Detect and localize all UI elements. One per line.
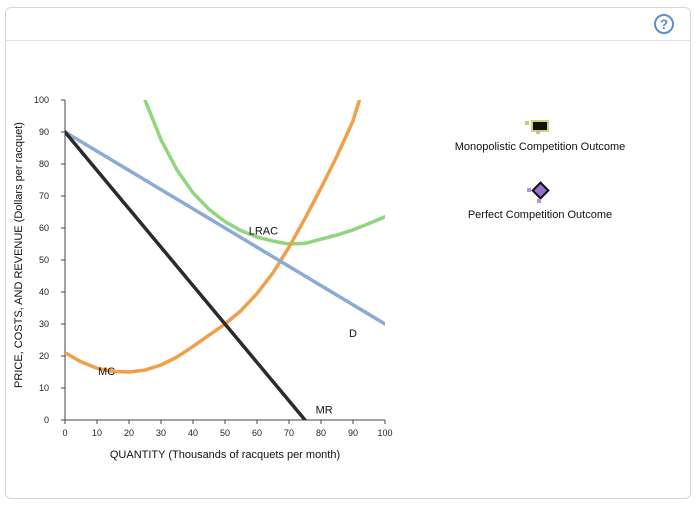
y-tick-label: 70: [39, 191, 49, 201]
y-tick-label: 80: [39, 159, 49, 169]
x-tick-label: 0: [62, 428, 67, 438]
perfect-competition-outcome-label: Perfect Competition Outcome: [467, 209, 613, 221]
y-tick-label: 10: [39, 383, 49, 393]
help-button[interactable]: ?: [654, 14, 674, 34]
x-tick-label: 70: [284, 428, 294, 438]
x-tick-label: 100: [377, 428, 392, 438]
series-line-d[interactable]: [65, 130, 385, 326]
panel-toolbar: ?: [6, 8, 690, 41]
x-tick-label: 30: [156, 428, 166, 438]
perfect-competition-outcome-tool[interactable]: Perfect Competition Outcome: [440, 181, 640, 221]
curve-label-lrac: LRAC: [249, 225, 278, 237]
x-axis-title: QUANTITY (Thousands of racquets per mont…: [110, 449, 340, 461]
x-tick-label: 20: [124, 428, 134, 438]
y-tick-label: 20: [39, 351, 49, 361]
x-tick-label: 80: [316, 428, 326, 438]
x-tick-label: 50: [220, 428, 230, 438]
monopolistic-outcome-label: Monopolistic Competition Outcome: [454, 141, 626, 153]
black-rectangle-point-icon[interactable]: [525, 115, 553, 135]
y-tick-label: 40: [39, 287, 49, 297]
curve-label-d: D: [349, 328, 357, 340]
y-tick-label: 90: [39, 127, 49, 137]
x-tick-label: 40: [188, 428, 198, 438]
series-line-lrac[interactable]: [143, 100, 385, 246]
series-line-mr[interactable]: [65, 130, 307, 420]
monopolistic-outcome-tool[interactable]: Monopolistic Competition Outcome: [440, 115, 640, 153]
curve-label-mc: MC: [98, 366, 115, 378]
x-tick-label: 90: [348, 428, 358, 438]
x-tick-label: 60: [252, 428, 262, 438]
y-tick-label: 30: [39, 319, 49, 329]
y-tick-label: 0: [44, 415, 49, 425]
x-tick-label: 10: [92, 428, 102, 438]
help-icon: ?: [659, 16, 669, 32]
series-line-mc[interactable]: [65, 100, 362, 374]
y-tick-label: 50: [39, 255, 49, 265]
y-tick-label: 100: [34, 95, 49, 105]
purple-diamond-point-icon[interactable]: [527, 181, 553, 203]
curve-label-mr: MR: [316, 405, 333, 417]
question-panel: ?: [5, 7, 691, 499]
y-axis-title: PRICE, COSTS, AND REVENUE (Dollars per r…: [13, 122, 25, 388]
y-tick-label: 60: [39, 223, 49, 233]
